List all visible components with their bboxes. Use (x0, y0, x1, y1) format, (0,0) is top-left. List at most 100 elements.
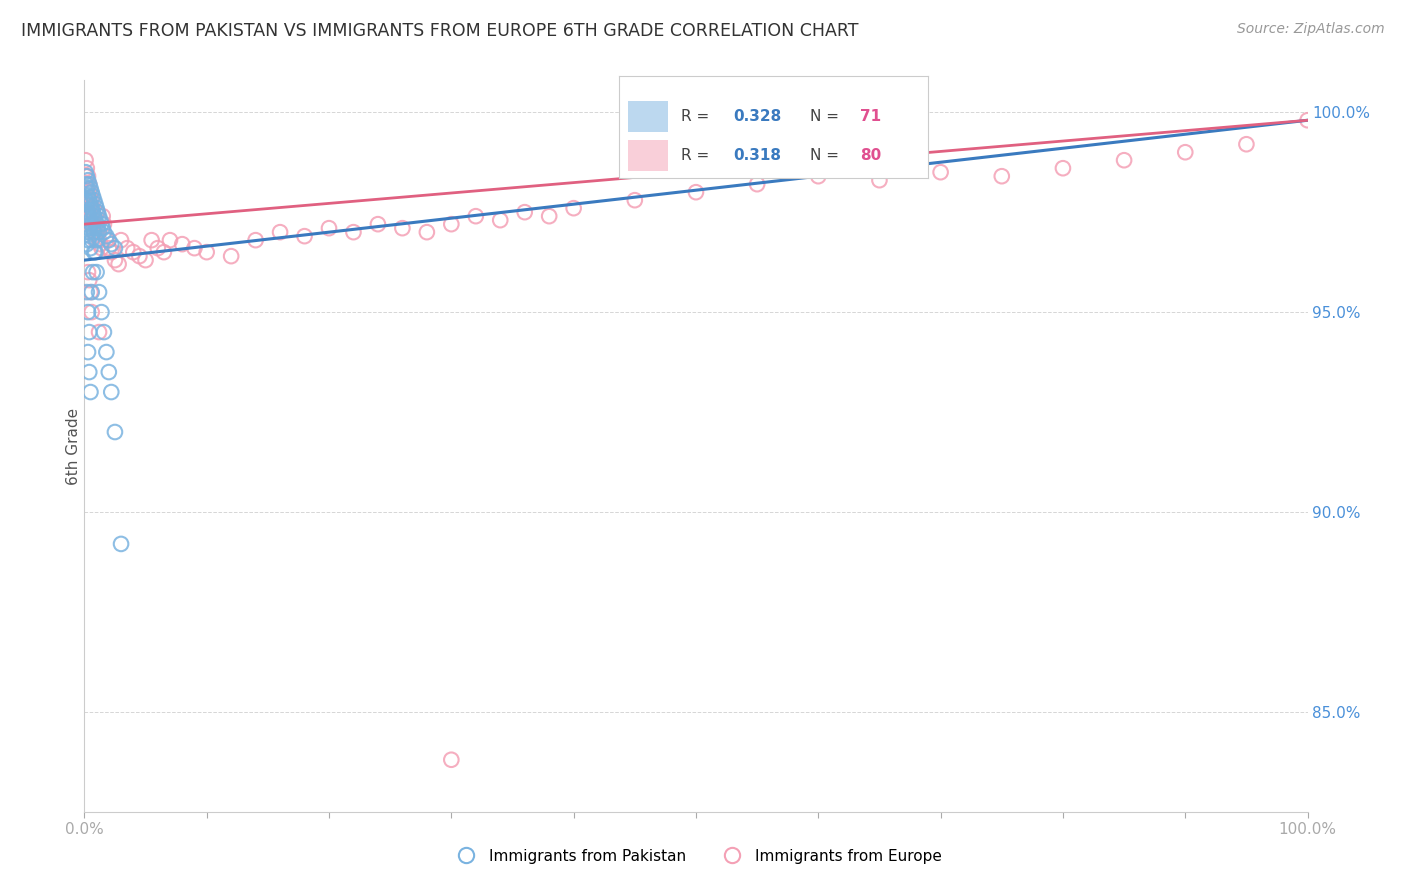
Point (135, 253, 157, 268)
Point (86, 233, 108, 247)
Point (84, 245, 107, 260)
Point (82, 217, 104, 231)
Text: IMMIGRANTS FROM PAKISTAN VS IMMIGRANTS FROM EUROPE 6TH GRADE CORRELATION CHART: IMMIGRANTS FROM PAKISTAN VS IMMIGRANTS F… (21, 22, 859, 40)
Point (84, 233, 107, 247)
Point (685, 185, 707, 199)
Point (82, 205, 104, 219)
Point (77, 233, 100, 247)
Point (146, 241, 169, 255)
Point (80, 233, 103, 247)
Text: Source: ZipAtlas.com: Source: ZipAtlas.com (1237, 22, 1385, 37)
Point (87, 205, 110, 219)
Point (87, 225, 110, 239)
Point (1174, 145, 1197, 160)
Point (76, 181, 98, 195)
Point (195, 245, 218, 260)
Point (83, 209, 105, 223)
Text: R =: R = (681, 148, 714, 163)
Point (440, 217, 463, 231)
Point (869, 173, 891, 187)
Point (153, 245, 176, 260)
Point (76, 209, 98, 223)
Point (77, 209, 100, 223)
Point (79, 385, 101, 400)
Point (107, 257, 129, 271)
Point (80, 193, 103, 207)
Point (77, 185, 100, 199)
Text: N =: N = (810, 148, 844, 163)
Point (89, 213, 111, 227)
Point (77, 178, 100, 192)
Point (245, 233, 267, 247)
Point (79, 213, 101, 227)
Point (77, 221, 100, 235)
Point (84, 217, 107, 231)
Point (391, 221, 413, 235)
Point (416, 225, 439, 239)
Point (86, 205, 108, 219)
Point (77, 365, 100, 379)
Point (76, 178, 98, 192)
Point (77, 193, 100, 207)
Point (75, 178, 97, 192)
Point (96, 233, 118, 247)
Y-axis label: 6th Grade: 6th Grade (66, 408, 80, 484)
Point (77, 305, 100, 319)
Point (79, 217, 101, 231)
Text: 80: 80 (860, 148, 882, 163)
Point (183, 241, 205, 255)
Point (77, 225, 100, 239)
Point (100, 237, 122, 252)
Point (318, 221, 340, 235)
Point (86, 217, 108, 231)
Point (83, 193, 105, 207)
Point (75, 193, 97, 207)
Text: 0.328: 0.328 (733, 110, 782, 124)
Point (96, 345, 118, 359)
Point (807, 169, 830, 184)
Text: R =: R = (681, 110, 714, 124)
Point (80, 201, 103, 215)
Point (76, 161, 98, 176)
Point (83, 209, 105, 223)
Point (80, 285, 103, 299)
Point (122, 245, 145, 260)
Point (79, 201, 101, 215)
Point (367, 217, 389, 231)
Point (90, 305, 112, 319)
Point (172, 237, 194, 252)
Point (294, 229, 316, 244)
Point (929, 165, 952, 179)
Point (77, 169, 100, 184)
Point (82, 201, 104, 215)
Point (76, 193, 98, 207)
Point (75, 153, 97, 168)
Point (93, 217, 115, 231)
Point (82, 221, 104, 235)
Point (86, 201, 108, 215)
Point (79, 181, 101, 195)
Point (219, 249, 242, 263)
Point (110, 537, 132, 551)
Point (96, 229, 118, 244)
Point (80, 217, 103, 231)
Text: 71: 71 (860, 110, 882, 124)
Point (991, 169, 1014, 184)
Point (110, 233, 132, 247)
Point (83, 245, 105, 260)
Point (80, 185, 103, 199)
Point (87, 209, 110, 223)
Point (79, 285, 101, 299)
Point (77, 189, 100, 203)
Point (76, 237, 98, 252)
Point (77, 325, 100, 339)
Point (79, 229, 101, 244)
Point (747, 178, 769, 192)
Point (97, 241, 120, 255)
Point (624, 193, 647, 207)
Point (76, 285, 98, 299)
Text: N =: N = (810, 110, 844, 124)
Point (77, 265, 100, 279)
Point (159, 233, 181, 247)
Point (100, 385, 122, 400)
